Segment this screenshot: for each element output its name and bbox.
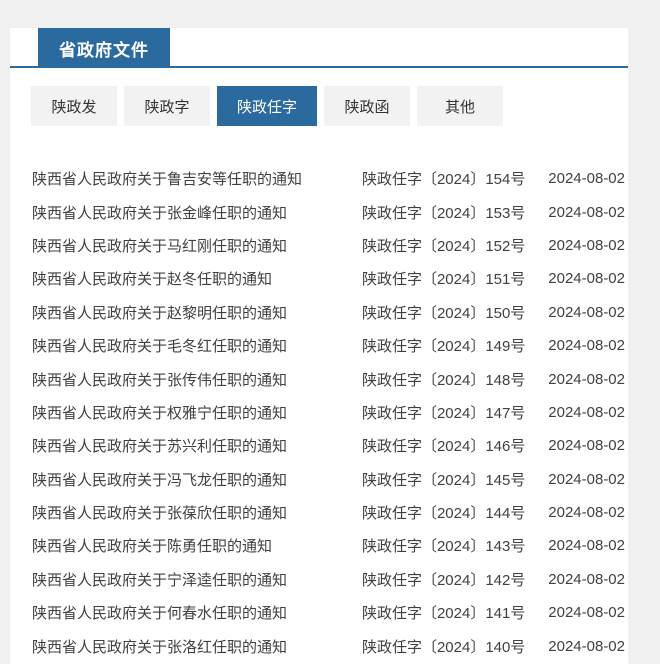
content-panel: 省政府文件 陕政发 陕政字 陕政任字 陕政函 其他 陕西省人民政府关于鲁吉安等任职的通知… xyxy=(10,28,628,664)
document-title-link[interactable]: 陕西省人民政府关于张传伟任职的通知 xyxy=(32,371,288,389)
document-number: 陕政任字〔2024〕154号 xyxy=(361,171,526,189)
document-row: 陕西省人民政府关于陈勇任职的通知 陕政任字〔2024〕143号 2024-08-02 xyxy=(10,529,628,562)
document-title-link[interactable]: 陕西省人民政府关于宁泽逵任职的通知 xyxy=(32,571,288,589)
document-list: 陕西省人民政府关于鲁吉安等任职的通知 陕政任字〔2024〕154号 2024-08-… xyxy=(10,162,628,663)
document-date: 2024-08-02 xyxy=(548,203,625,221)
document-title-link[interactable]: 陕西省人民政府关于冯飞龙任职的通知 xyxy=(32,471,288,489)
document-row: 陕西省人民政府关于张洛红任职的通知 陕政任字〔2024〕140号 2024-08-0… xyxy=(10,629,628,662)
document-row: 陕西省人民政府关于宁泽逵任职的通知 陕政任字〔2024〕142号 2024-08-0… xyxy=(10,563,628,596)
document-number: 陕政任字〔2024〕148号 xyxy=(361,371,526,389)
document-row: 陕西省人民政府关于毛冬红任职的通知 陕政任字〔2024〕149号 2024-08-0… xyxy=(10,329,628,362)
document-title-link[interactable]: 陕西省人民政府关于毛冬红任职的通知 xyxy=(32,338,288,356)
document-title-link[interactable]: 陕西省人民政府关于鲁吉安等任职的通知 xyxy=(32,171,303,189)
filter-tab-1[interactable]: 陕政发 xyxy=(31,86,117,126)
document-date: 2024-08-02 xyxy=(548,570,625,588)
document-row: 陕西省人民政府关于鲁吉安等任职的通知 陕政任字〔2024〕154号 2024-08-… xyxy=(10,162,628,195)
document-date: 2024-08-02 xyxy=(548,370,625,388)
document-number: 陕政任字〔2024〕140号 xyxy=(361,638,526,656)
document-date: 2024-08-02 xyxy=(548,537,625,555)
document-title-link[interactable]: 陕西省人民政府关于张葆欣任职的通知 xyxy=(32,505,288,523)
section-header: 省政府文件 xyxy=(10,28,628,68)
document-number: 陕政任字〔2024〕143号 xyxy=(361,538,526,556)
document-row: 陕西省人民政府关于冯飞龙任职的通知 陕政任字〔2024〕145号 2024-08-0… xyxy=(10,463,628,496)
document-number: 陕政任字〔2024〕146号 xyxy=(361,438,526,456)
document-row: 陕西省人民政府关于马红刚任职的通知 陕政任字〔2024〕152号 2024-08-0… xyxy=(10,229,628,262)
document-row: 陕西省人民政府关于赵黎明任职的通知 陕政任字〔2024〕150号 2024-08-0… xyxy=(10,296,628,329)
document-number: 陕政任字〔2024〕142号 xyxy=(361,571,526,589)
document-number: 陕政任字〔2024〕153号 xyxy=(361,204,526,222)
document-title-link[interactable]: 陕西省人民政府关于苏兴利任职的通知 xyxy=(32,438,288,456)
document-date: 2024-08-02 xyxy=(548,504,625,522)
document-title-link[interactable]: 陕西省人民政府关于赵黎明任职的通知 xyxy=(32,304,288,322)
document-row: 陕西省人民政府关于张金峰任职的通知 陕政任字〔2024〕153号 2024-08-0… xyxy=(10,195,628,228)
document-number: 陕政任字〔2024〕145号 xyxy=(361,471,526,489)
document-date: 2024-08-02 xyxy=(548,270,625,288)
document-number: 陕政任字〔2024〕151号 xyxy=(361,271,526,289)
document-date: 2024-08-02 xyxy=(548,470,625,488)
document-date: 2024-08-02 xyxy=(548,637,625,655)
document-title-link[interactable]: 陕西省人民政府关于何春水任职的通知 xyxy=(32,605,288,623)
document-date: 2024-08-02 xyxy=(548,170,625,188)
document-number: 陕政任字〔2024〕150号 xyxy=(361,304,526,322)
document-date: 2024-08-02 xyxy=(548,236,625,254)
document-row: 陕西省人民政府关于何春水任职的通知 陕政任字〔2024〕141号 2024-08-0… xyxy=(10,596,628,629)
document-date: 2024-08-02 xyxy=(548,403,625,421)
document-number: 陕政任字〔2024〕152号 xyxy=(361,237,526,255)
document-number: 陕政任字〔2024〕144号 xyxy=(361,505,526,523)
document-date: 2024-08-02 xyxy=(548,437,625,455)
filter-tab-5[interactable]: 其他 xyxy=(417,86,504,126)
document-date: 2024-08-02 xyxy=(548,303,625,321)
document-title-link[interactable]: 陕西省人民政府关于权雅宁任职的通知 xyxy=(32,404,288,422)
document-date: 2024-08-02 xyxy=(548,337,625,355)
document-row: 陕西省人民政府关于赵冬任职的通知 陕政任字〔2024〕151号 2024-08-02 xyxy=(10,262,628,295)
document-title-link[interactable]: 陕西省人民政府关于赵冬任职的通知 xyxy=(32,271,273,289)
section-title[interactable]: 省政府文件 xyxy=(38,28,170,68)
document-title-link[interactable]: 陕西省人民政府关于张洛红任职的通知 xyxy=(32,638,288,656)
filter-tab-3[interactable]: 陕政任字 xyxy=(217,86,318,126)
filter-tab-2[interactable]: 陕政字 xyxy=(124,86,210,126)
document-title-link[interactable]: 陕西省人民政府关于马红刚任职的通知 xyxy=(32,237,288,255)
document-row: 陕西省人民政府关于张传伟任职的通知 陕政任字〔2024〕148号 2024-08-0… xyxy=(10,362,628,395)
document-number: 陕政任字〔2024〕147号 xyxy=(361,404,526,422)
document-row: 陕西省人民政府关于张葆欣任职的通知 陕政任字〔2024〕144号 2024-08-0… xyxy=(10,496,628,529)
document-title-link[interactable]: 陕西省人民政府关于张金峰任职的通知 xyxy=(32,204,288,222)
document-row: 陕西省人民政府关于权雅宁任职的通知 陕政任字〔2024〕147号 2024-08-0… xyxy=(10,396,628,429)
filter-tab-4[interactable]: 陕政函 xyxy=(324,86,411,126)
document-row: 陕西省人民政府关于苏兴利任职的通知 陕政任字〔2024〕146号 2024-08-0… xyxy=(10,429,628,462)
document-number: 陕政任字〔2024〕141号 xyxy=(361,605,526,623)
document-title-link[interactable]: 陕西省人民政府关于陈勇任职的通知 xyxy=(32,538,273,556)
document-number: 陕政任字〔2024〕149号 xyxy=(361,338,526,356)
filter-tabs: 陕政发 陕政字 陕政任字 陕政函 其他 xyxy=(31,86,628,126)
document-date: 2024-08-02 xyxy=(548,604,625,622)
